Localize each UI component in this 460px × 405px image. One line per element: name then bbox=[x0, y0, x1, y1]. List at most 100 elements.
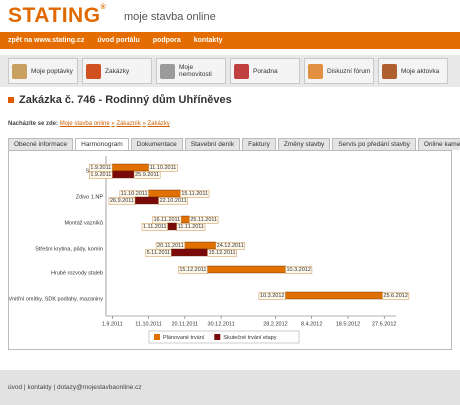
breadcrumb: Nacházíte se zde: Moje stavba online » Z… bbox=[8, 121, 170, 127]
toolbar-button[interactable]: Zakázky bbox=[82, 58, 152, 84]
date-label-box bbox=[141, 223, 168, 231]
breadcrumb-separator: » bbox=[142, 121, 146, 127]
gantt-bar bbox=[167, 222, 177, 231]
logo-text[interactable]: STATING bbox=[8, 4, 101, 27]
toolbar-button[interactable]: Poradna bbox=[230, 58, 300, 84]
gantt-bar bbox=[285, 291, 383, 300]
footer-separator: | bbox=[23, 384, 26, 391]
toolbar-button[interactable]: Moje aktovka bbox=[378, 58, 448, 84]
gantt-chart: 1.9.2011 11.10.2011 20.11.2011 30.12.2011 28… bbox=[9, 156, 410, 344]
date-label-box bbox=[158, 197, 188, 205]
date-label: 24.12.2011 bbox=[217, 243, 244, 249]
gantt-bar bbox=[134, 196, 159, 205]
tab[interactable]: Dokumentace bbox=[130, 138, 183, 150]
tab[interactable]: Stavební deník bbox=[184, 138, 241, 150]
date-label: 15.12.2011 bbox=[179, 267, 206, 273]
toolbar-icon bbox=[234, 63, 249, 79]
date-label: 10.3.2012 bbox=[286, 267, 310, 273]
nav-link[interactable]: zpět na www.stating.cz bbox=[8, 37, 85, 44]
date-label: 11.10.2011 bbox=[150, 165, 177, 171]
toolbar-label[interactable]: Diskuzní fórum bbox=[327, 67, 371, 75]
toolbar-label[interactable]: Zakázky bbox=[105, 67, 130, 75]
date-label: 15.11.2011 bbox=[181, 191, 208, 197]
nav-link[interactable]: podpora bbox=[152, 37, 181, 44]
tagline: moje stavba online bbox=[124, 11, 216, 23]
date-label-box bbox=[207, 249, 237, 257]
date-label-box bbox=[178, 266, 208, 274]
legend-label: Plánované trvání bbox=[163, 335, 205, 341]
tab[interactable]: Servis po předání stavby bbox=[332, 138, 416, 150]
legend-frame bbox=[148, 330, 300, 344]
gantt-bar bbox=[184, 241, 216, 250]
footer-link[interactable]: úvod bbox=[8, 384, 23, 391]
toolbar-button[interactable]: Diskuzní fórum bbox=[304, 58, 374, 84]
date-label: 26.9.2011 bbox=[110, 198, 134, 204]
date-label-box bbox=[382, 292, 410, 300]
x-tick-label: 11.10.2011 bbox=[135, 321, 162, 327]
x-tick-label: 20.11.2011 bbox=[171, 321, 198, 327]
footer-separator: | bbox=[53, 384, 56, 391]
x-tick-label: 8.4.2012 bbox=[301, 321, 322, 327]
task-label: Montáž vazníků bbox=[64, 219, 103, 226]
gantt-bar bbox=[112, 170, 135, 179]
page-title: Zakázka č. 746 - Rodinný dům Uhříněves bbox=[8, 94, 232, 106]
toolbar-icon bbox=[382, 63, 397, 79]
gantt-bar bbox=[207, 265, 286, 274]
breadcrumb-separator: » bbox=[111, 121, 115, 127]
date-label: 1.9.2011 bbox=[90, 172, 111, 178]
nav-link[interactable]: úvod portálu bbox=[97, 37, 140, 44]
tabs: Obecné informace Harmonogram Dokumentace St… bbox=[8, 138, 460, 150]
legend-swatch bbox=[154, 334, 160, 340]
task-label: Střešní krytina, půdy, komín bbox=[35, 245, 103, 252]
date-label: 25.9.2011 bbox=[135, 172, 159, 178]
date-label-box bbox=[148, 164, 178, 172]
date-label-box bbox=[180, 190, 210, 198]
date-label-box bbox=[258, 292, 286, 300]
date-label: 11.10.2011 bbox=[121, 191, 148, 197]
breadcrumb-link[interactable]: Moje stavba online bbox=[59, 121, 110, 127]
breadcrumb-label: Nacházíte se zde: bbox=[8, 121, 59, 127]
task-label: Hrubé rozvody staleb bbox=[51, 270, 103, 276]
toolbar-button[interactable]: Moje nemovitosti bbox=[156, 58, 226, 84]
date-label-box bbox=[89, 171, 113, 179]
logo[interactable]: STATING® bbox=[8, 4, 106, 28]
tab[interactable]: Faktury bbox=[242, 138, 276, 150]
chart-panel: 1.9.2011 11.10.2011 20.11.2011 30.12.2011 28… bbox=[8, 150, 452, 350]
toolbar-label[interactable]: Moje aktovka bbox=[401, 67, 440, 75]
toolbar: Moje poptávky Zakázky Moje nemovitosti Pora… bbox=[0, 55, 460, 87]
task-label: Vnitřní omítky, SDK podlahy, mazaniny bbox=[9, 296, 103, 302]
x-tick-label: 1.9.2011 bbox=[102, 321, 123, 327]
legend-label: Skutečné trvání etapy bbox=[223, 335, 276, 341]
date-label-box bbox=[285, 266, 313, 274]
nav-link[interactable]: kontakty bbox=[193, 37, 223, 44]
tab[interactable]: Online kamera bbox=[417, 138, 460, 150]
date-label: 1.9.2011 bbox=[90, 165, 111, 171]
tab[interactable]: Obecné informace bbox=[8, 138, 74, 150]
tab[interactable]: Změny stavby bbox=[277, 138, 331, 150]
x-tick-label: 18.5.2012 bbox=[336, 321, 360, 327]
date-label: 25.6.2012 bbox=[383, 293, 407, 299]
breadcrumb-link[interactable]: Zákazník bbox=[116, 121, 141, 127]
toolbar-label[interactable]: Moje poptávky bbox=[31, 67, 73, 75]
x-tick-label: 27.6.2012 bbox=[372, 321, 396, 327]
gantt-bar bbox=[148, 189, 181, 198]
gantt-bar bbox=[181, 215, 190, 224]
toolbar-icon bbox=[160, 63, 175, 79]
registered: ® bbox=[100, 4, 107, 11]
tab[interactable]: Harmonogram bbox=[75, 138, 129, 150]
toolbar-label[interactable]: Moje nemovitosti bbox=[179, 64, 212, 78]
date-label: 15.12.2011 bbox=[209, 250, 236, 256]
nav-bar: zpět na www.stating.cz úvod portálu podpor… bbox=[0, 32, 460, 49]
date-label: 20.11.2011 bbox=[157, 243, 184, 249]
date-label-box bbox=[145, 249, 172, 257]
toolbar-icon bbox=[86, 63, 101, 79]
footer-link[interactable]: dotazy@mojestavbaonline.cz bbox=[56, 384, 142, 391]
toolbar-button[interactable]: Moje poptávky bbox=[8, 58, 78, 84]
footer-link[interactable]: kontakty bbox=[27, 384, 52, 391]
toolbar-icon bbox=[308, 63, 323, 79]
toolbar-label[interactable]: Poradna bbox=[253, 67, 278, 75]
date-label-box bbox=[176, 223, 206, 231]
breadcrumb-link[interactable]: Zakázky bbox=[147, 121, 170, 127]
x-tick-label: 28.2.2012 bbox=[263, 321, 287, 327]
date-label: 25.11.2011 bbox=[190, 217, 217, 223]
